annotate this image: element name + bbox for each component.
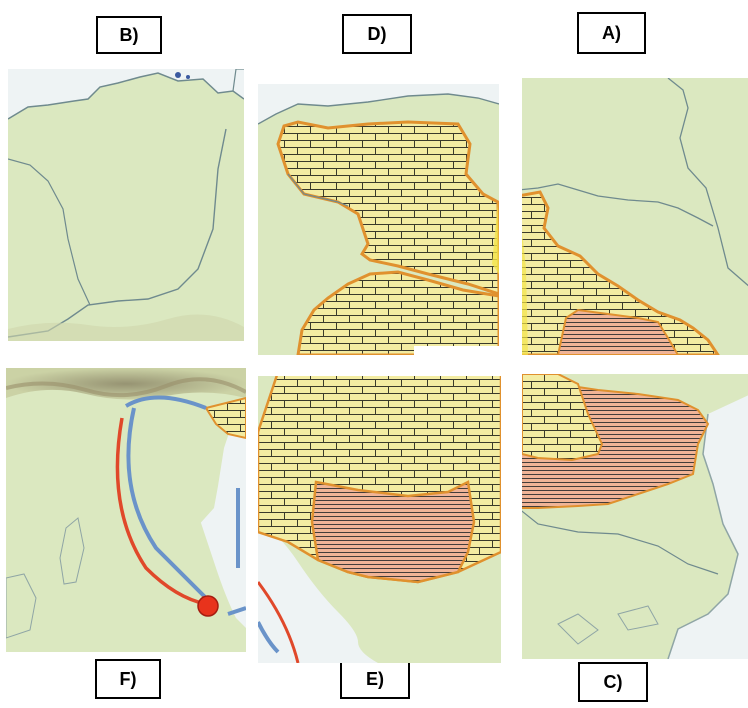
label-d: D): [342, 14, 412, 54]
label-e: E): [340, 659, 410, 699]
map-piece-a[interactable]: [518, 78, 748, 355]
map-piece-b-image: [8, 69, 244, 341]
map-piece-f[interactable]: [6, 368, 246, 652]
map-piece-d-image: [258, 84, 499, 355]
label-a: A): [577, 12, 646, 54]
map-piece-d[interactable]: [258, 84, 499, 355]
map-piece-c-image: [518, 374, 748, 659]
map-piece-c[interactable]: [518, 374, 748, 659]
label-b: B): [96, 16, 162, 54]
map-piece-a-image: [518, 78, 748, 355]
map-piece-f-image: [6, 368, 246, 652]
map-piece-e[interactable]: [258, 372, 501, 663]
label-f: F): [95, 659, 161, 699]
map-piece-b[interactable]: [8, 69, 244, 341]
label-c: C): [578, 662, 648, 702]
map-piece-e-image: [258, 372, 501, 663]
